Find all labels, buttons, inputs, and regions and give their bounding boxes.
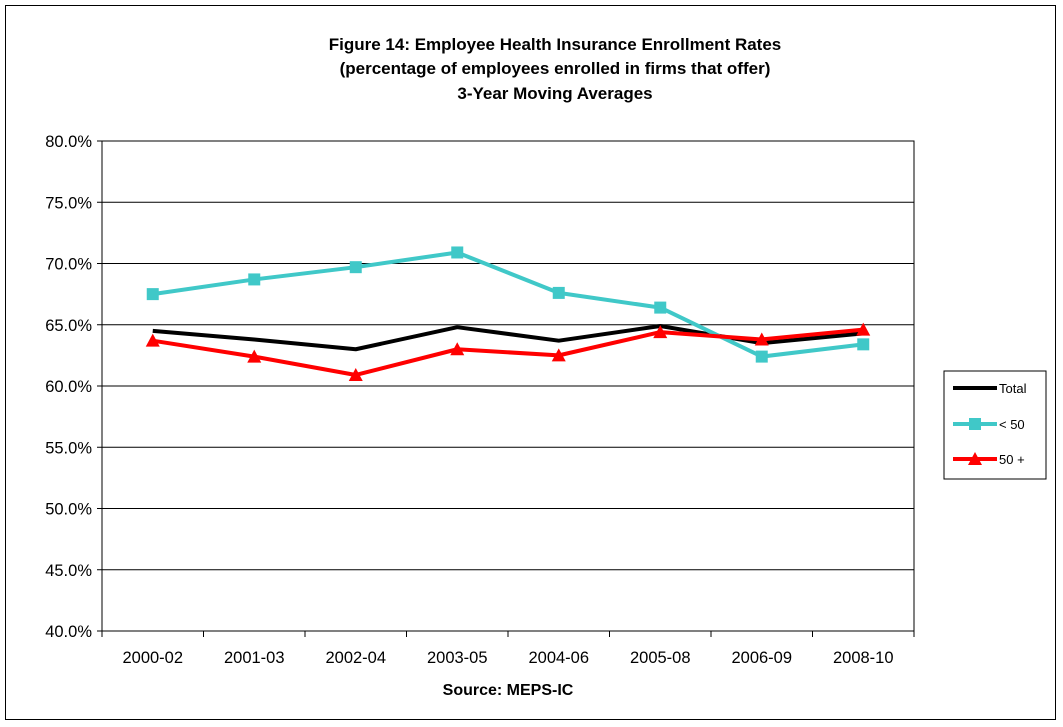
series xyxy=(145,246,871,381)
legend-item: 50 + xyxy=(953,452,1025,467)
data-point xyxy=(856,322,871,336)
y-tick-label: 75.0% xyxy=(45,194,92,212)
data-point xyxy=(146,288,159,301)
data-point xyxy=(653,325,668,339)
data-point xyxy=(247,349,262,363)
y-tick-label: 80.0% xyxy=(45,133,92,151)
x-tick-label: 2008-10 xyxy=(833,649,894,667)
data-point xyxy=(348,367,363,381)
y-tick-label: 70.0% xyxy=(45,256,92,274)
legend-label: Total xyxy=(999,381,1027,396)
x-tick-label: 2006-09 xyxy=(731,649,792,667)
x-tick-label: 2002-04 xyxy=(325,649,386,667)
data-point xyxy=(857,338,870,351)
data-point xyxy=(551,348,566,362)
chart-title-line-2: (percentage of employees enrolled in fir… xyxy=(340,59,771,78)
legend-marker xyxy=(968,452,982,465)
legend: Total < 50 50 + xyxy=(943,370,1047,480)
data-point xyxy=(451,246,464,259)
x-tick-label: 2000-02 xyxy=(122,649,183,667)
data-point xyxy=(754,332,769,346)
series-1 xyxy=(146,246,870,363)
data-point xyxy=(248,273,261,286)
y-tick-label: 45.0% xyxy=(45,562,92,580)
data-point xyxy=(349,261,362,274)
x-tick-label: 2005-08 xyxy=(630,649,691,667)
y-tick-label: 40.0% xyxy=(45,623,92,641)
data-point xyxy=(654,301,667,314)
y-tick-label: 65.0% xyxy=(45,317,92,335)
series-line xyxy=(152,323,864,352)
legend-item: < 50 xyxy=(953,417,1025,432)
y-tick-label: 60.0% xyxy=(45,378,92,396)
y-axis: 40.0% 45.0% 50.0% 55.0% 60.0% 65.0% 70.0% 75.0%… xyxy=(45,133,102,641)
legend-label: < 50 xyxy=(999,417,1025,432)
series-line xyxy=(152,250,864,359)
x-tick-label: 2004-06 xyxy=(528,649,589,667)
chart-title-line-3: 3-Year Moving Averages xyxy=(457,84,652,103)
x-tick-label: 2003-05 xyxy=(427,649,488,667)
legend-item: Total xyxy=(953,381,1027,396)
legend-label: 50 + xyxy=(999,452,1025,467)
series-line xyxy=(152,327,864,377)
data-point xyxy=(450,342,465,356)
series-0 xyxy=(152,323,864,352)
data-point xyxy=(145,333,160,347)
chart-title: Figure 14: Employee Health Insurance Enr… xyxy=(329,35,782,103)
legend-marker xyxy=(969,418,981,430)
x-axis: 2000-02 2001-03 2002-04 2003-05 2004-06 2005-… xyxy=(101,631,915,667)
series-2 xyxy=(145,322,871,381)
y-tick-label: 55.0% xyxy=(45,439,92,457)
chart-title-line-1: Figure 14: Employee Health Insurance Enr… xyxy=(329,35,782,54)
data-point xyxy=(552,286,565,299)
gridlines xyxy=(102,201,914,571)
data-point xyxy=(755,350,768,363)
x-tick-label: 2001-03 xyxy=(224,649,285,667)
x-axis-label: Source: MEPS-IC xyxy=(443,682,574,699)
y-tick-label: 50.0% xyxy=(45,501,92,519)
